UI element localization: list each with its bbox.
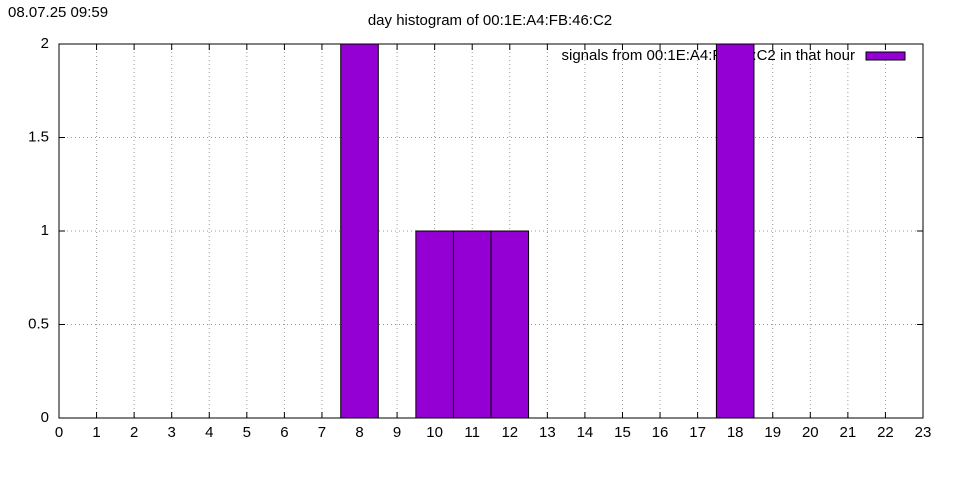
x-tick-label: 10 [426,424,443,441]
x-tick-label: 7 [318,424,326,441]
x-tick-label: 4 [205,424,213,441]
x-tick-label: 2 [130,424,138,441]
x-tick-label: 16 [652,424,669,441]
y-tick-label: 1 [41,222,49,239]
x-tick-label: 23 [915,424,932,441]
x-tick-label: 20 [802,424,819,441]
x-tick-label: 9 [393,424,401,441]
x-tick-label: 21 [840,424,857,441]
x-tick-label: 11 [464,424,480,441]
y-tick-label: 0.5 [28,315,49,332]
y-tick-label: 1.5 [28,128,49,145]
x-tick-label: 17 [689,424,706,441]
bar [452,230,492,418]
bar [715,44,755,418]
x-tick-label: 22 [877,424,894,441]
bar [490,230,530,418]
x-tick-label: 12 [501,424,518,441]
plot-area [340,44,755,418]
x-tick-label: 5 [243,424,251,441]
legend-label: signals from 00:1E:A4:FB:46:C2 in that h… [562,47,856,64]
x-tick-label: 19 [764,424,781,441]
plot-border [58,43,924,419]
x-tick-label: 18 [727,424,744,441]
y-tick-label: 0 [41,409,49,426]
bar [415,230,454,418]
x-tick-label: 14 [577,424,594,441]
bar [340,44,379,418]
x-tick-label: 13 [539,424,556,441]
timestamp: 08.07.25 09:59 [8,4,108,21]
x-tick-label: 8 [355,424,363,441]
x-tick-label: 0 [55,424,63,441]
x-tick-label: 1 [92,424,100,441]
legend-swatch [865,51,906,61]
chart-title: day histogram of 00:1E:A4:FB:46:C2 [368,12,612,29]
x-tick-label: 15 [614,424,631,441]
x-tick-label: 6 [280,424,288,441]
x-tick-label: 3 [168,424,176,441]
y-tick-label: 2 [41,35,49,52]
